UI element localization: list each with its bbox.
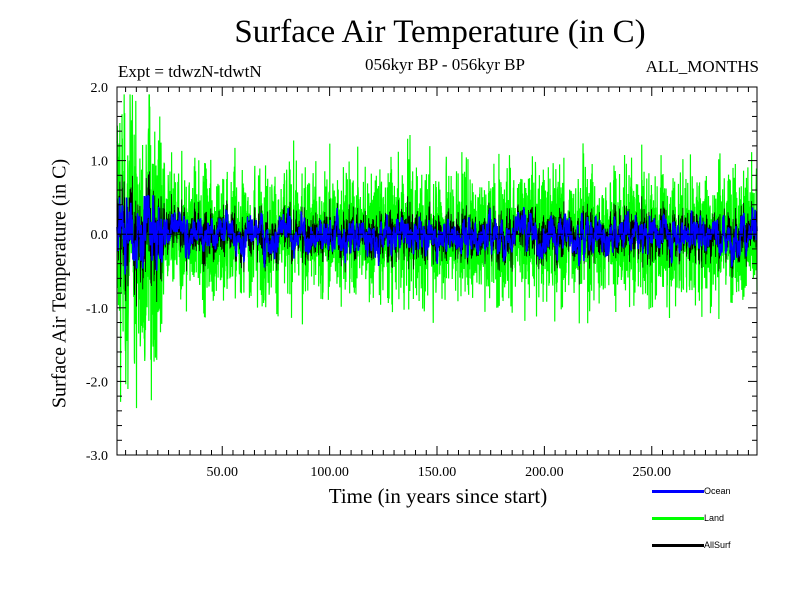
y-tick-label: -1.0 <box>86 302 108 317</box>
x-tick-label: 150.00 <box>418 465 457 480</box>
legend-swatch-ocean <box>652 490 704 493</box>
y-tick-label: 1.0 <box>91 155 109 170</box>
period-label: 056kyr BP - 056kyr BP <box>365 55 525 74</box>
experiment-label: Expt = tdwzN-tdwtN <box>118 62 262 81</box>
legend-item-land: Land <box>652 511 792 525</box>
x-tick-label: 250.00 <box>633 465 672 480</box>
axis-layer: 50.00 100.00 150.00 200.00 250.00 2.0 1.0 0.0 -1… <box>86 81 758 480</box>
y-tick-label: -2.0 <box>86 375 108 390</box>
legend-swatch-allsurf <box>652 544 704 547</box>
y-tick-label: 2.0 <box>91 81 109 96</box>
legend-label-land: Land <box>704 513 725 523</box>
x-tick-label: 100.00 <box>310 465 349 480</box>
x-axis-label: Time (in years since start) <box>328 484 548 508</box>
y-tick-label: 0.0 <box>91 228 109 243</box>
x-tick-label: 50.00 <box>206 465 238 480</box>
legend-item-allsurf: AllSurf <box>652 538 792 552</box>
series-layer <box>116 94 758 409</box>
legend-swatch-land <box>652 517 704 520</box>
legend-label-allsurf: AllSurf <box>704 540 731 550</box>
legend-label-ocean: Ocean <box>704 486 731 496</box>
x-tick-label: 200.00 <box>525 465 564 480</box>
months-label: ALL_MONTHS <box>645 57 759 76</box>
legend-item-ocean: Ocean <box>652 484 792 498</box>
y-tick-label: -3.0 <box>86 449 108 464</box>
chart-title: Surface Air Temperature (in C) <box>234 14 646 50</box>
